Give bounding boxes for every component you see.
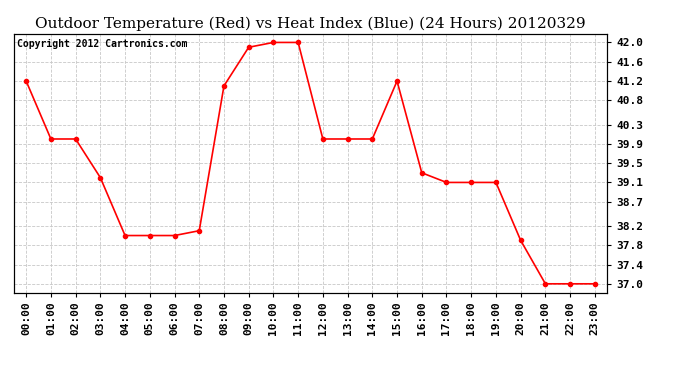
Text: Copyright 2012 Cartronics.com: Copyright 2012 Cartronics.com: [17, 39, 187, 49]
Title: Outdoor Temperature (Red) vs Heat Index (Blue) (24 Hours) 20120329: Outdoor Temperature (Red) vs Heat Index …: [35, 17, 586, 31]
